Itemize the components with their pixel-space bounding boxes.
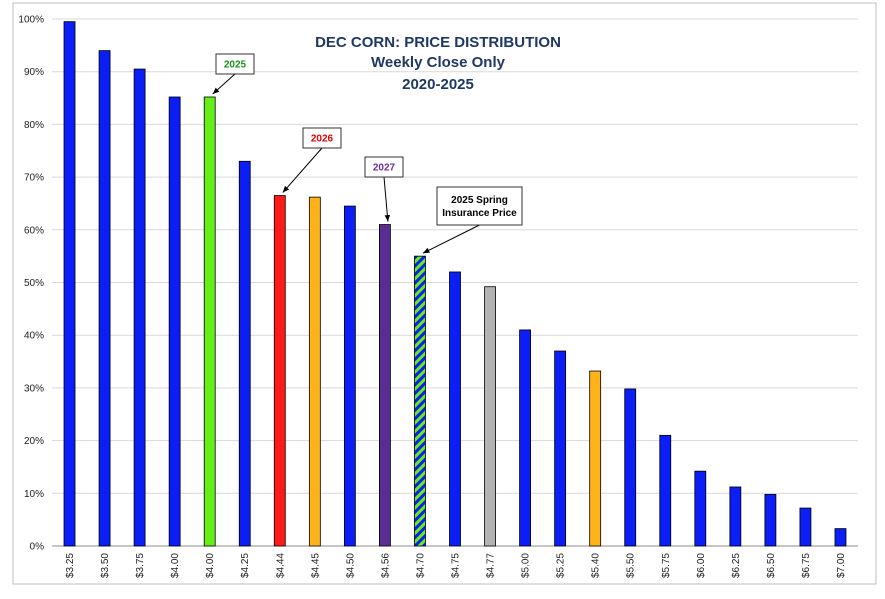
x-tick-label: $3.75 xyxy=(135,553,146,578)
bar xyxy=(694,470,707,547)
bar xyxy=(63,21,76,547)
chart-title-line-3: 2020-2025 xyxy=(402,76,474,93)
bar xyxy=(414,255,426,547)
x-tick-label: $6.25 xyxy=(731,553,742,578)
annotation-label: 2025 xyxy=(224,60,247,71)
x-tick-label: $3.25 xyxy=(65,553,76,578)
gridlines xyxy=(52,18,858,547)
annotation-arrow xyxy=(282,147,323,193)
bar xyxy=(273,195,286,547)
bar xyxy=(589,370,602,547)
annotation-arrowhead xyxy=(212,87,220,94)
x-axis-labels: $3.25 $3.50 $3.75 $4.00 $4.00 $4.25 $4.44 $4.45… xyxy=(65,553,847,578)
x-tick-label: $4.44 xyxy=(275,553,286,578)
x-tick-label: $4.77 xyxy=(486,553,497,578)
y-tick-label: 100% xyxy=(18,15,44,26)
annotation-box xyxy=(215,53,255,75)
y-tick-label: 0% xyxy=(30,542,45,553)
x-tick-label: $5.40 xyxy=(591,553,602,578)
bar xyxy=(659,434,672,547)
bar xyxy=(554,350,567,547)
bar xyxy=(203,96,216,547)
annotation-callout: 2026 xyxy=(282,127,342,193)
annotation-box xyxy=(364,156,404,178)
bar xyxy=(98,50,111,547)
bar xyxy=(519,329,531,547)
x-tick-label: $5.75 xyxy=(661,553,672,578)
annotation-label: 2025 Spring xyxy=(451,195,508,206)
x-tick-label: $5.00 xyxy=(521,553,532,578)
x-tick-label: $4.56 xyxy=(380,553,391,578)
y-tick-label: 40% xyxy=(24,331,44,342)
annotation-callout: 2027 xyxy=(364,156,404,222)
bar xyxy=(799,507,812,547)
annotation-label: 2026 xyxy=(311,134,334,145)
annotation-arrow xyxy=(383,176,389,222)
bar xyxy=(343,205,356,547)
x-tick-label: $3.50 xyxy=(100,553,111,578)
bar xyxy=(308,196,321,547)
y-tick-label: 90% xyxy=(24,67,44,78)
y-tick-label: 80% xyxy=(24,120,44,131)
x-tick-label: $4.50 xyxy=(345,553,356,578)
x-tick-label: $4.00 xyxy=(170,553,181,578)
bar xyxy=(238,160,251,547)
chart-title: DEC CORN: PRICE DISTRIBUTION Weekly Clos… xyxy=(315,34,561,93)
y-axis-labels: 0% 10% 20% 30% 40% 50% 60% 70% 80% 90% 100% xyxy=(18,15,44,553)
annotation-label: 2027 xyxy=(373,163,396,174)
x-tick-label: $4.25 xyxy=(240,553,251,578)
chart-title-line-2: Weekly Close Only xyxy=(371,54,506,71)
x-tick-label: $6.50 xyxy=(766,553,777,578)
y-tick-label: 70% xyxy=(24,173,44,184)
bar xyxy=(133,68,146,547)
x-tick-label: $4.45 xyxy=(310,553,321,578)
annotation-arrowhead xyxy=(422,247,430,254)
x-tick-label: $6.75 xyxy=(801,553,812,578)
y-tick-label: 20% xyxy=(24,436,44,447)
chart-title-line-1: DEC CORN: PRICE DISTRIBUTION xyxy=(315,34,561,51)
y-tick-label: 10% xyxy=(24,489,44,500)
bar xyxy=(168,96,181,547)
annotations: 2025 2026 2027 2025 Spring Insurance Price xyxy=(212,53,523,254)
x-tick-label: $4.70 xyxy=(415,553,426,578)
x-tick-label: $5.50 xyxy=(626,553,637,578)
y-tick-label: 60% xyxy=(24,225,44,236)
x-tick-label: $4.00 xyxy=(205,553,216,578)
bar xyxy=(834,528,847,547)
x-tick-label: $5.25 xyxy=(556,553,567,578)
y-tick-label: 30% xyxy=(24,383,44,394)
bars xyxy=(63,21,847,547)
bar xyxy=(729,486,742,547)
annotation-arrow xyxy=(422,224,480,254)
y-tick-label: 50% xyxy=(24,278,44,289)
bar xyxy=(379,224,391,547)
x-tick-label: $4.75 xyxy=(451,553,462,578)
x-tick-label: $7.00 xyxy=(836,553,847,578)
annotation-callout: 2025 Spring Insurance Price xyxy=(422,186,523,254)
annotation-arrowhead xyxy=(384,214,391,222)
annotation-arrowhead xyxy=(282,185,290,193)
annotation-box xyxy=(302,127,342,149)
annotation-box xyxy=(436,186,523,226)
bar xyxy=(484,286,496,547)
bar xyxy=(449,271,461,547)
bar xyxy=(624,388,637,547)
annotation-label: Insurance Price xyxy=(442,208,517,219)
x-tick-label: $6.00 xyxy=(696,553,707,578)
annotation-callout: 2025 xyxy=(212,53,255,95)
bar xyxy=(764,493,777,547)
